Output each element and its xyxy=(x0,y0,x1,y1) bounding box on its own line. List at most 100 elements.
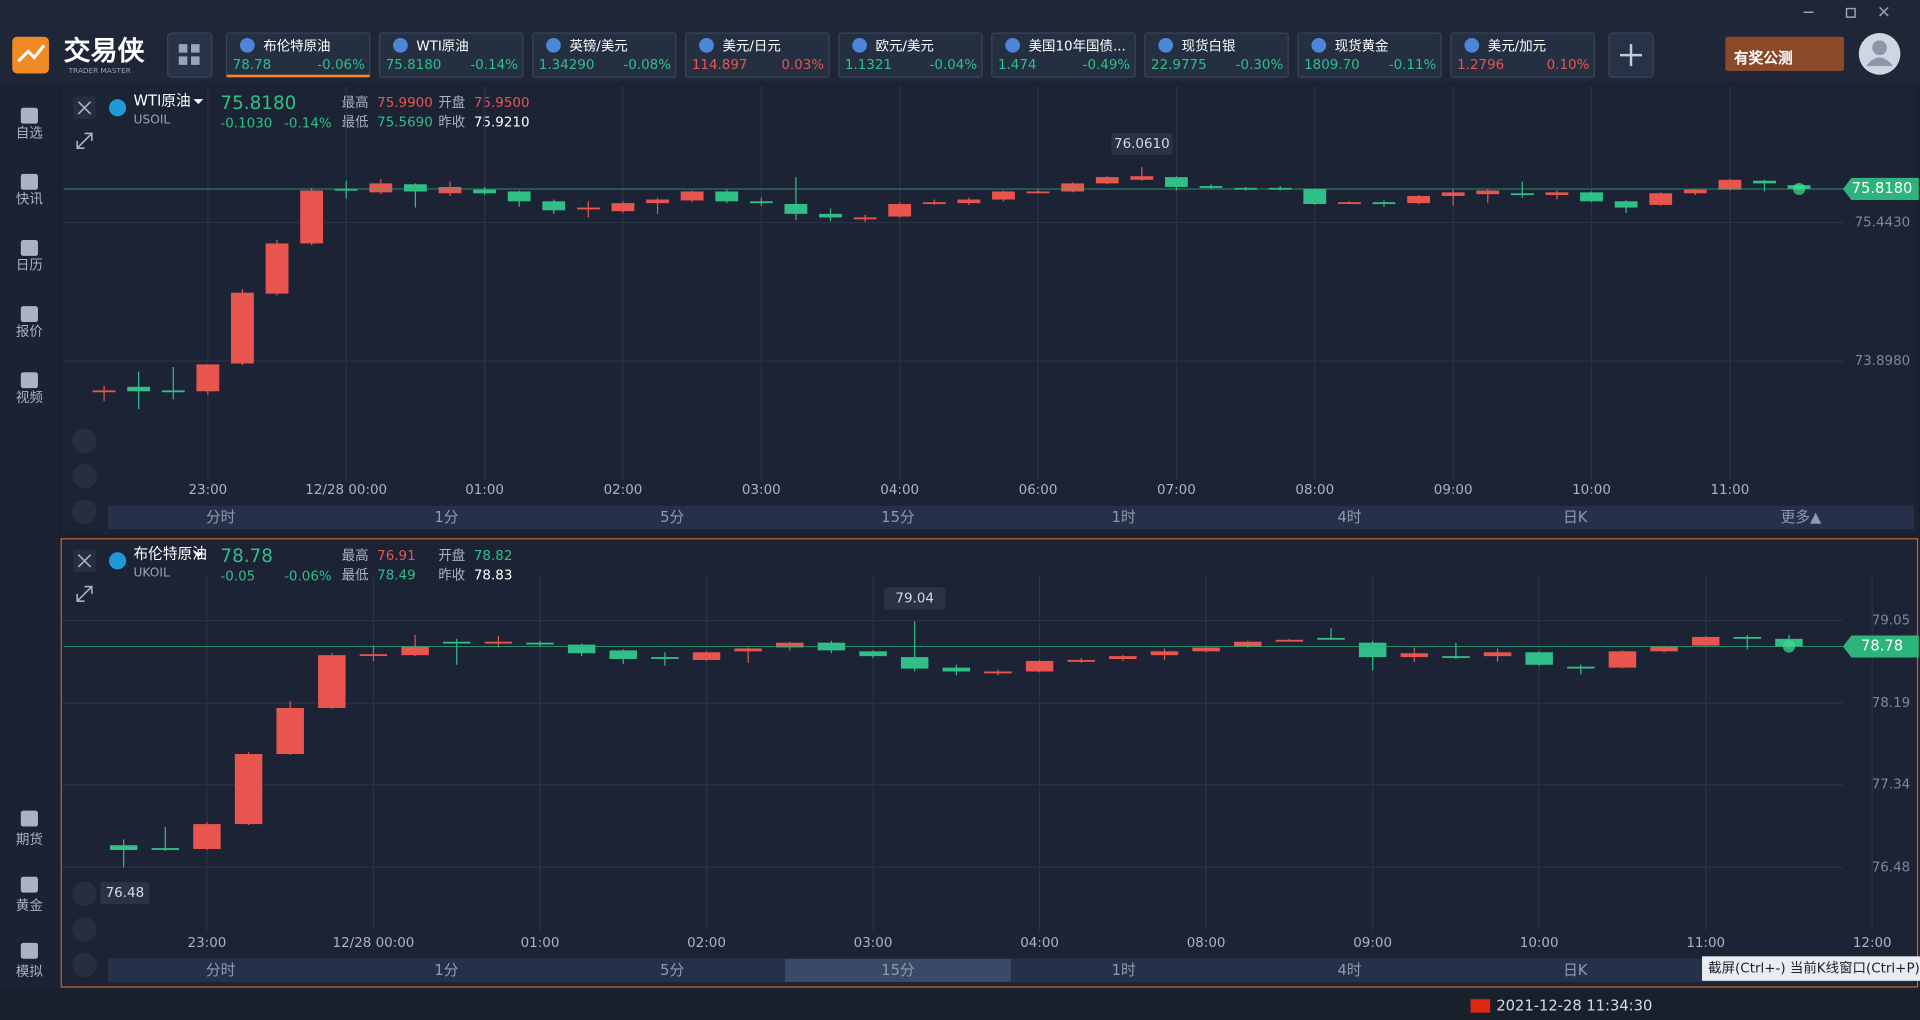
timeframe-button[interactable]: 1时 xyxy=(1112,509,1136,526)
ticker-card[interactable] xyxy=(532,32,677,78)
x-tick-label: 03:00 xyxy=(742,483,781,498)
ticker-change: -0.06% xyxy=(317,58,365,73)
ticker-card[interactable] xyxy=(1144,32,1289,78)
sidebar-icon[interactable] xyxy=(20,942,38,959)
ticker-flag xyxy=(546,37,561,53)
x-tick-label: 11:00 xyxy=(1686,936,1725,951)
sidebar-icon[interactable] xyxy=(20,173,38,190)
timeframe-button[interactable]: 5分 xyxy=(660,509,684,526)
symbol-icon xyxy=(108,552,127,570)
tool-button[interactable] xyxy=(72,881,97,907)
ticker-active-underline xyxy=(226,74,370,78)
ticker-card[interactable] xyxy=(838,32,983,78)
y-tick-label: 73.8980 xyxy=(1855,354,1911,369)
max-label: 76.0610 xyxy=(1114,137,1170,152)
flag-icon xyxy=(1470,999,1491,1013)
candle-body xyxy=(1372,202,1396,205)
ticker-card[interactable] xyxy=(685,32,830,78)
candle-body xyxy=(234,754,263,825)
ticker-card[interactable] xyxy=(1297,32,1442,78)
x-tick-label: 12/28 00:00 xyxy=(305,483,387,498)
x-tick-label: 02:00 xyxy=(687,936,726,951)
timeframe-button[interactable]: 1分 xyxy=(434,962,458,979)
candle-body xyxy=(473,189,497,194)
timeframe-button[interactable]: 分时 xyxy=(206,962,236,979)
x-tick-label: 11:00 xyxy=(1711,483,1750,498)
candle-body xyxy=(507,191,531,202)
ticker-price: 1.2796 xyxy=(1457,58,1504,73)
timeframe-more[interactable]: 更多▲ xyxy=(1781,509,1822,526)
y-tick-label: 77.34 xyxy=(1872,778,1911,793)
timeframe-button[interactable]: 4时 xyxy=(1337,509,1361,526)
ticker-card[interactable] xyxy=(225,32,371,78)
candle-body xyxy=(1303,188,1327,204)
sidebar-icon[interactable] xyxy=(20,107,38,124)
candle-body xyxy=(776,642,804,648)
stat-label: 昨收 xyxy=(438,568,465,584)
x-tick-label: 02:00 xyxy=(604,483,643,498)
symbol-dropdown[interactable] xyxy=(193,552,204,558)
candle-body xyxy=(1317,637,1345,640)
timeframe-button[interactable]: 1时 xyxy=(1112,962,1136,979)
ticker-name: WTI原油 xyxy=(416,39,468,55)
x-tick-label: 01:00 xyxy=(521,936,560,951)
sidebar-label: 黄金 xyxy=(16,898,43,914)
timeframe-bar xyxy=(107,505,1914,529)
timeframe-button[interactable]: 日K xyxy=(1563,962,1588,979)
x-tick-label: 23:00 xyxy=(188,936,227,951)
timeframe-button[interactable]: 15分 xyxy=(881,962,915,979)
tool-button[interactable] xyxy=(72,917,97,942)
menu-button[interactable] xyxy=(167,32,213,78)
stat-value: 75.9210 xyxy=(474,115,530,130)
candle-body xyxy=(984,671,1012,674)
tooltip-text: 截屏(Ctrl+-) 当前K线窗口(Ctrl+P) xyxy=(1708,960,1920,977)
x-tick-label: 09:00 xyxy=(1353,936,1392,951)
candle-body xyxy=(369,183,393,193)
tool-button[interactable] xyxy=(72,499,97,525)
ticker-flag xyxy=(1311,37,1327,53)
sidebar-icon[interactable] xyxy=(20,240,38,256)
sidebar-icon[interactable] xyxy=(20,306,38,323)
window-controls[interactable] xyxy=(1803,6,1889,18)
candle-body xyxy=(1683,189,1707,194)
x-tick-label: 03:00 xyxy=(854,936,893,951)
timeframe-button[interactable]: 15分 xyxy=(881,509,915,526)
ticker-card[interactable] xyxy=(1450,32,1595,78)
candle-body xyxy=(1130,176,1154,180)
max-label-box xyxy=(884,587,946,610)
symbol-dropdown[interactable] xyxy=(193,99,204,105)
timeframe-button[interactable]: 分时 xyxy=(206,509,236,526)
ticker-name: 美国10年国债... xyxy=(1029,39,1126,55)
candle-body xyxy=(853,217,877,220)
candle-body xyxy=(276,707,304,755)
candle-body xyxy=(1026,191,1050,194)
timeframe-button[interactable]: 1分 xyxy=(434,509,458,526)
sidebar-icon[interactable] xyxy=(20,810,38,827)
timeframe-active xyxy=(785,958,1011,983)
timeframe-button[interactable]: 5分 xyxy=(660,962,684,979)
expand-icon[interactable] xyxy=(76,132,93,149)
tool-button[interactable] xyxy=(72,428,97,454)
quote-change: -0.1030 xyxy=(220,117,272,132)
ticker-price: 1.1321 xyxy=(845,58,892,73)
ticker-price: 75.8180 xyxy=(386,58,442,73)
close-icon xyxy=(77,554,92,568)
candle-body xyxy=(542,201,566,211)
tool-button[interactable] xyxy=(72,464,97,489)
timeframe-button[interactable]: 日K xyxy=(1563,509,1588,526)
y-tick-label: 75.4430 xyxy=(1855,216,1911,231)
ticker-card[interactable] xyxy=(991,32,1136,78)
candle-body xyxy=(151,848,180,850)
sidebar-icon[interactable] xyxy=(20,372,38,389)
sidebar-icon[interactable] xyxy=(20,876,38,893)
expand-icon[interactable] xyxy=(76,585,93,603)
ticker-card[interactable] xyxy=(378,32,524,78)
tool-button[interactable] xyxy=(72,952,97,978)
logo-mark xyxy=(17,44,46,63)
ad-banner[interactable] xyxy=(1725,36,1845,72)
candle-body xyxy=(1580,192,1603,202)
timeframe-button[interactable]: 4时 xyxy=(1337,962,1361,979)
candle-body xyxy=(922,202,946,205)
candle-body xyxy=(1510,193,1534,196)
x-tick-label: 10:00 xyxy=(1520,936,1559,951)
